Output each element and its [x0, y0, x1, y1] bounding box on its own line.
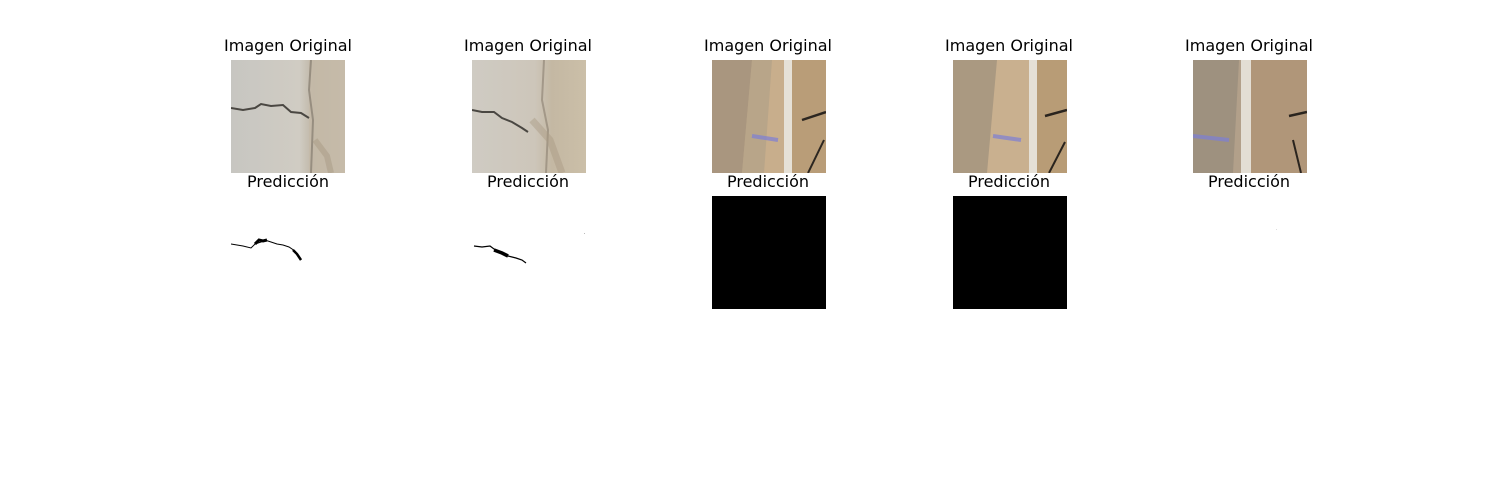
- road-line-photo: [1193, 60, 1307, 173]
- original-image-title-4: Imagen Original: [945, 36, 1073, 55]
- empty-white-mask: [1193, 196, 1307, 309]
- full-black-mask: [953, 196, 1067, 309]
- original-image-1: [231, 60, 345, 173]
- original-image-title-3: Imagen Original: [704, 36, 832, 55]
- prediction-title-2: Predicción: [486, 172, 569, 191]
- prediction-mask-4: [953, 196, 1067, 309]
- road-line-photo: [712, 60, 826, 173]
- prediction-title-3: Predicción: [726, 172, 809, 191]
- crack-mask-drawing: [472, 196, 586, 309]
- original-image-title-2: Imagen Original: [464, 36, 592, 55]
- original-image-5: [1193, 60, 1307, 173]
- prediction-title-5: Predicción: [1207, 172, 1290, 191]
- prediction-mask-5: [1193, 196, 1307, 309]
- original-image-4: [953, 60, 1067, 173]
- prediction-mask-3: [712, 196, 826, 309]
- prediction-mask-1: [231, 196, 345, 309]
- prediction-mask-2: [472, 196, 586, 309]
- prediction-title-4: Predicción: [967, 172, 1050, 191]
- crack-mask-drawing: [231, 196, 345, 309]
- original-image-2: [472, 60, 586, 173]
- full-black-mask: [712, 196, 826, 309]
- original-image-title-5: Imagen Original: [1185, 36, 1313, 55]
- original-image-title-1: Imagen Original: [224, 36, 352, 55]
- road-line-photo: [953, 60, 1067, 173]
- prediction-title-1: Predicción: [246, 172, 329, 191]
- cracked-concrete-photo: [231, 60, 345, 173]
- cracked-concrete-photo: [472, 60, 586, 173]
- original-image-3: [712, 60, 826, 173]
